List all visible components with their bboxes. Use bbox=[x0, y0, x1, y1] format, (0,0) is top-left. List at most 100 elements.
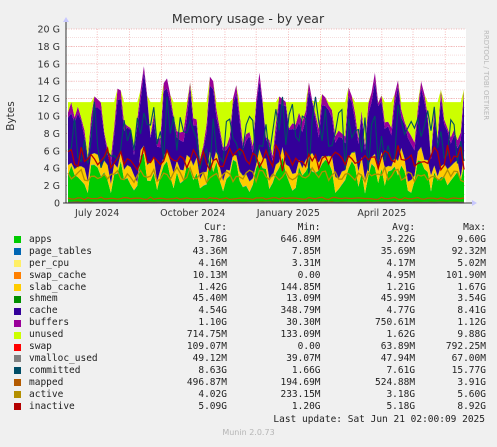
legend-swatch bbox=[14, 272, 21, 279]
legend-swatch bbox=[14, 332, 21, 339]
x-tick-label: January 2025 bbox=[256, 208, 320, 219]
y-tick-label: 12 G bbox=[38, 94, 60, 105]
y-tick-label: 8 G bbox=[44, 129, 60, 140]
rrdtool-watermark: RRDTOOL / TOBI OETIKER bbox=[482, 30, 490, 120]
legend-series-name: slab_cache bbox=[29, 282, 157, 294]
legend-series-name: mapped bbox=[29, 377, 157, 389]
legend-max-value: 1.12G bbox=[415, 317, 486, 329]
legend-avg-value: 45.99M bbox=[321, 293, 416, 305]
legend-swatch bbox=[14, 320, 21, 327]
chart-title: Memory usage - by year bbox=[172, 11, 325, 26]
legend-series-name: page_tables bbox=[29, 246, 157, 258]
legend-avg-value: 750.61M bbox=[321, 317, 416, 329]
legend-cur-value: 10.13M bbox=[157, 270, 227, 282]
legend-series-name: apps bbox=[29, 234, 157, 246]
legend-cur-value: 4.16M bbox=[157, 258, 227, 270]
legend-min-value: 0.00 bbox=[227, 341, 321, 353]
legend-column-header: Cur: bbox=[157, 222, 227, 234]
legend-cur-value: 496.87M bbox=[157, 377, 227, 389]
legend-min-value: 13.09M bbox=[227, 293, 321, 305]
legend-max-value: 3.54G bbox=[415, 293, 486, 305]
legend-column-header: Avg: bbox=[321, 222, 416, 234]
legend-max-value: 3.91G bbox=[415, 377, 486, 389]
legend-max-value: 67.00M bbox=[415, 353, 486, 365]
legend-swatch bbox=[14, 296, 21, 303]
legend-min-value: 39.07M bbox=[227, 353, 321, 365]
legend-cur-value: 45.40M bbox=[157, 293, 227, 305]
legend-avg-value: 3.22G bbox=[321, 234, 416, 246]
generator-credit: Munin 2.0.73 bbox=[0, 428, 497, 437]
legend-column-header: Min: bbox=[227, 222, 321, 234]
x-axis-arrow bbox=[472, 200, 477, 206]
legend-cur-value: 1.42G bbox=[157, 282, 227, 294]
legend-swatch bbox=[14, 260, 21, 267]
y-axis-label: Bytes bbox=[5, 101, 17, 130]
legend-avg-value: 3.18G bbox=[321, 389, 416, 401]
legend-max-value: 101.90M bbox=[415, 270, 486, 282]
legend-avg-value: 524.88M bbox=[321, 377, 416, 389]
legend-swatch bbox=[14, 355, 21, 362]
legend-cur-value: 4.54G bbox=[157, 305, 227, 317]
legend-cur-value: 43.36M bbox=[157, 246, 227, 258]
legend-series-name: per_cpu bbox=[29, 258, 157, 270]
y-tick-label: 0 bbox=[54, 199, 60, 210]
legend-column-header: Max: bbox=[415, 222, 486, 234]
y-tick-label: 10 G bbox=[38, 112, 60, 123]
legend-swatch bbox=[14, 391, 21, 398]
legend-cur-value: 4.02G bbox=[157, 389, 227, 401]
legend-max-value: 8.92G bbox=[415, 401, 486, 413]
legend-series-name: buffers bbox=[29, 317, 157, 329]
legend-avg-value: 5.18G bbox=[321, 401, 416, 413]
legend-avg-value: 7.61G bbox=[321, 365, 416, 377]
y-axis-arrow bbox=[63, 17, 69, 22]
legend-swatch bbox=[14, 236, 21, 243]
x-tick-label: July 2024 bbox=[74, 208, 119, 219]
x-tick-label: October 2024 bbox=[160, 208, 225, 219]
legend-swatch bbox=[14, 248, 21, 255]
y-tick-label: 6 G bbox=[44, 146, 60, 157]
legend-avg-value: 4.95M bbox=[321, 270, 416, 282]
legend-avg-value: 1.62G bbox=[321, 329, 416, 341]
legend-min-value: 144.85M bbox=[227, 282, 321, 294]
legend-avg-value: 47.94M bbox=[321, 353, 416, 365]
legend-series-name: swap bbox=[29, 341, 157, 353]
x-tick-label: April 2025 bbox=[357, 208, 406, 219]
legend-series-name: active bbox=[29, 389, 157, 401]
legend-series-name: shmem bbox=[29, 293, 157, 305]
legend-swatch bbox=[14, 379, 21, 386]
legend-cur-value: 109.07M bbox=[157, 341, 227, 353]
legend-swatch bbox=[14, 308, 21, 315]
legend-avg-value: 4.17M bbox=[321, 258, 416, 270]
legend-avg-value: 63.89M bbox=[321, 341, 416, 353]
legend-max-value: 15.77G bbox=[415, 365, 486, 377]
legend-swatch bbox=[14, 403, 21, 410]
legend-min-value: 348.79M bbox=[227, 305, 321, 317]
legend-series-name: inactive bbox=[29, 401, 157, 413]
legend-swatch bbox=[14, 344, 21, 351]
legend-max-value: 5.02M bbox=[415, 258, 486, 270]
legend-min-value: 3.31M bbox=[227, 258, 321, 270]
legend-series-name: vmalloc_used bbox=[29, 353, 157, 365]
legend-cur-value: 49.12M bbox=[157, 353, 227, 365]
legend-max-value: 792.25M bbox=[415, 341, 486, 353]
legend-min-value: 30.30M bbox=[227, 317, 321, 329]
y-tick-label: 4 G bbox=[44, 164, 60, 175]
legend-swatch bbox=[14, 284, 21, 291]
legend-series-name: cache bbox=[29, 305, 157, 317]
legend-swatch bbox=[14, 367, 21, 374]
y-tick-label: 20 G bbox=[38, 25, 60, 36]
legend-avg-value: 4.77G bbox=[321, 305, 416, 317]
last-update: Last update: Sat Jun 21 02:00:09 2025 bbox=[273, 414, 485, 425]
legend-max-value: 9.88G bbox=[415, 329, 486, 341]
legend-max-value: 1.67G bbox=[415, 282, 486, 294]
legend-cur-value: 8.63G bbox=[157, 365, 227, 377]
